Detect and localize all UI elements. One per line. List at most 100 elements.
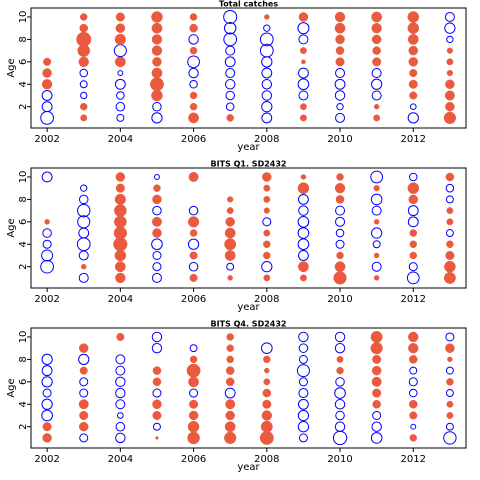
bubble: [408, 377, 418, 387]
bubble: [76, 31, 92, 47]
bubble: [335, 216, 346, 227]
bubble: [152, 388, 162, 398]
bubble: [188, 410, 199, 421]
chart-title: Total catches: [219, 0, 278, 9]
bubble: [259, 430, 274, 445]
bubble: [186, 363, 201, 378]
bubble: [335, 239, 345, 249]
bubble: [42, 239, 52, 249]
x-tick-label: 2012: [401, 454, 426, 465]
bubble: [225, 366, 235, 375]
bubble: [407, 205, 419, 217]
bubble: [150, 77, 164, 92]
bubble: [79, 102, 88, 111]
bubble: [407, 216, 419, 228]
x-tick-label: 2008: [254, 294, 279, 305]
y-tick-label: 6: [18, 219, 29, 225]
bubble: [224, 227, 236, 239]
bubble: [189, 273, 198, 282]
bubble: [409, 434, 418, 442]
bubble: [79, 80, 88, 89]
y-tick-label: 8: [18, 196, 29, 202]
y-tick-label: 2: [18, 264, 29, 270]
bubble: [409, 411, 418, 420]
bubble: [299, 47, 307, 55]
bubble: [334, 421, 346, 432]
bubble: [189, 355, 198, 364]
x-tick-label: 2012: [401, 134, 426, 145]
bubble: [263, 355, 271, 364]
bubble: [336, 103, 344, 111]
bubble: [225, 399, 236, 410]
bubble: [261, 261, 273, 273]
bubble: [336, 366, 344, 375]
bubble: [373, 252, 380, 259]
bubble: [371, 23, 382, 34]
bubble: [334, 399, 346, 410]
bubble: [151, 11, 163, 23]
bubble: [298, 34, 309, 45]
bubble: [152, 101, 162, 112]
chart-title: BITS Q1. SD2432: [211, 160, 287, 169]
y-tick-label: 4: [18, 81, 29, 87]
bubble: [189, 344, 198, 353]
bubble: [79, 410, 89, 420]
bubble: [117, 70, 124, 77]
bubble: [297, 193, 309, 205]
bubble: [370, 331, 383, 343]
bubble: [115, 172, 126, 182]
y-tick-label: 4: [18, 401, 29, 407]
bubble: [188, 67, 199, 79]
bubble: [116, 91, 125, 100]
bubble: [446, 218, 454, 226]
bubble: [299, 274, 307, 282]
bubble: [407, 34, 419, 45]
bubble: [79, 366, 88, 375]
bubble: [336, 355, 344, 363]
x-tick-label: 2004: [108, 294, 133, 305]
bubble: [446, 400, 454, 408]
bubble: [298, 12, 309, 22]
bubble: [263, 195, 271, 203]
bubble: [41, 90, 53, 101]
bubble: [224, 56, 236, 68]
bubble: [188, 261, 199, 272]
bubble: [409, 229, 418, 237]
bubble: [445, 389, 454, 398]
bubble: [261, 79, 273, 90]
bubble: [445, 195, 454, 204]
bubble: [443, 271, 456, 284]
bubble: [335, 46, 345, 55]
bubble: [297, 227, 310, 239]
bubble: [187, 238, 200, 250]
plot-frame: [30, 327, 467, 449]
bubble: [371, 34, 382, 45]
bubble: [79, 377, 89, 387]
bubble: [297, 421, 310, 433]
bubble: [298, 388, 309, 399]
bubble: [79, 68, 88, 78]
bubble: [408, 262, 418, 272]
bubble: [40, 259, 54, 274]
bubble: [187, 55, 200, 69]
bubble: [261, 56, 273, 68]
bubble: [298, 433, 308, 443]
bubble: [225, 410, 235, 421]
bubble: [114, 33, 126, 45]
bubble: [373, 275, 380, 281]
bubble: [80, 184, 88, 192]
bubble: [263, 274, 271, 282]
bubble: [189, 229, 198, 237]
bubble: [335, 205, 346, 216]
bubble: [114, 204, 127, 217]
bubble: [373, 103, 380, 110]
bubble: [189, 13, 198, 21]
bubble: [224, 421, 236, 433]
bubble: [78, 227, 90, 239]
x-tick-label: 2012: [401, 294, 426, 305]
bubble: [263, 184, 271, 192]
bubble: [155, 436, 159, 440]
bubble: [115, 387, 126, 399]
bubble: [152, 262, 162, 272]
bubble: [408, 355, 418, 364]
